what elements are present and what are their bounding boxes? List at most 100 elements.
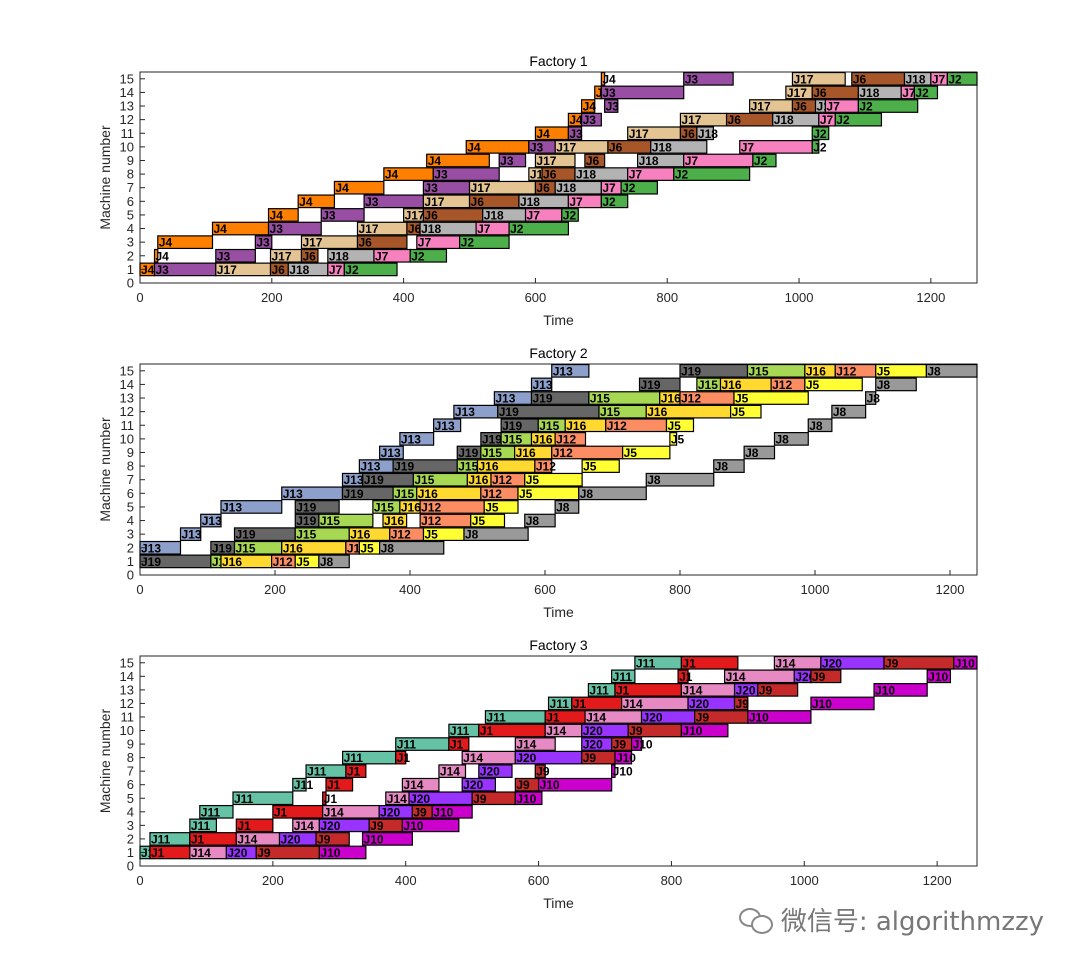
task-label: J12 [681,392,701,406]
task-label: J9 [413,805,427,819]
task-label: J6 [853,72,867,86]
task-label: J10 [320,846,340,860]
x-tick-label: 1200 [916,290,945,305]
task-label: J16 [661,392,681,406]
task-label: J13 [360,460,380,474]
task-bar [733,391,809,405]
task-label: J11 [201,805,221,819]
y-tick-label: 10 [120,431,134,446]
task-bar [361,832,413,846]
task-label: J8 [580,487,594,501]
task-label: J17 [536,154,556,168]
task-label: J1 [324,792,338,806]
task-bar [857,99,919,113]
task-label: J15 [502,432,522,446]
task-bar [461,777,496,792]
task-label: J14 [324,805,344,819]
task-label: J11 [636,656,656,670]
y-tick-label: 1 [127,262,134,277]
y-tick-label: 10 [120,139,134,154]
task-bar [470,513,506,528]
task-label: J9 [759,683,773,697]
task-bar [333,180,385,195]
task-label: J17 [271,249,291,263]
task-bar [530,377,553,392]
task-bar [514,791,543,806]
task-label: J17 [405,208,425,222]
task-bar [153,248,159,263]
task-bar [537,777,613,792]
task-bar [524,472,583,487]
task-bar [683,71,734,86]
task-label: J8 [715,460,729,474]
task-label: J11 [294,778,314,792]
task-label: J5 [735,392,749,406]
task-label: J7 [527,208,541,222]
task-bar [399,432,435,446]
x-tick-label: 600 [528,873,550,888]
task-label: J20 [227,846,247,860]
task-label: J15 [698,378,718,392]
task-label: J14 [294,819,314,833]
task-label: J2 [859,100,873,114]
task-label: J6 [271,263,285,277]
task-label: J17 [681,113,701,127]
task-bar [669,432,678,446]
task-label: J5 [485,500,499,514]
x-axis-label: Time [543,604,574,620]
task-label: J3 [256,236,270,250]
chart-title: Factory 2 [529,345,588,361]
task-bar [551,363,590,378]
task-label: J2 [510,222,524,236]
task-label: J4 [569,113,583,127]
y-tick-label: 12 [120,696,134,711]
task-label: J15 [600,405,620,419]
task-label: J14 [775,656,795,670]
task-label: J19 [681,364,701,378]
task-label: J3 [424,181,438,195]
task-label: J4 [270,208,284,222]
task-label: J1 [274,805,288,819]
x-tick-label: 1000 [790,873,819,888]
task-bar [757,683,799,697]
y-tick-label: 6 [127,194,134,209]
task-label: J17 [793,72,813,86]
task-label: J19 [364,473,384,487]
task-label: J2 [345,263,359,277]
task-label: J18 [520,195,540,209]
x-tick-label: 1000 [801,582,830,597]
task-bar [356,235,408,250]
y-axis-label: Machine number [97,417,113,522]
y-tick-label: 4 [127,804,134,819]
task-label: J12 [553,446,573,460]
task-label: J11 [307,765,327,779]
task-bar [325,777,354,792]
y-axis-label: Machine number [97,125,113,230]
task-label: J9 [613,738,627,752]
task-label: J6 [302,249,316,263]
task-bar [645,472,715,487]
task-label: J6 [586,154,600,168]
task-bar [345,764,367,778]
task-label: J6 [813,86,827,100]
task-bar [873,683,928,697]
task-label: J3 [602,86,616,100]
task-bar [677,669,689,684]
task-label: J14 [516,738,536,752]
task-label: J12 [772,378,792,392]
task-label: J15 [590,392,610,406]
task-bar [810,669,842,684]
task-label: J19 [236,528,256,542]
task-label: J9 [736,697,750,711]
task-label: J1 [682,656,696,670]
task-label: J13 [401,432,421,446]
task-label: J12 [556,432,576,446]
task-bar [232,791,294,806]
task-label: J7 [418,236,432,250]
task-bar [554,432,587,446]
task-label: J12 [421,514,441,528]
task-bar [811,140,820,154]
task-label: J20 [380,805,400,819]
task-label: J20 [822,656,842,670]
task-bar [322,791,327,806]
